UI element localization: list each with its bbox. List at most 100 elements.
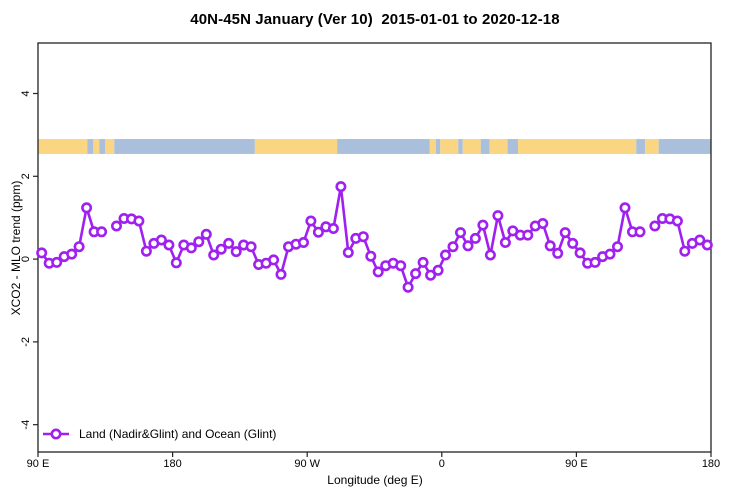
data-point (185, 242, 197, 254)
strip-segment-land (462, 139, 481, 154)
y-tick-label: -2 (20, 337, 32, 347)
data-point (484, 249, 496, 261)
data-point (537, 218, 549, 230)
strip-segment-ocean (480, 139, 490, 154)
data-point (574, 247, 586, 259)
data-point (36, 247, 48, 259)
data-point (671, 215, 683, 227)
strip-segment-land (489, 139, 508, 154)
data-point (604, 248, 616, 260)
data-point (544, 240, 556, 252)
data-point (469, 232, 481, 244)
data-point (402, 281, 414, 293)
legend-label: Land (Nadir&Glint) and Ocean (Glint) (79, 427, 277, 441)
data-point (230, 246, 242, 258)
data-point (492, 210, 504, 222)
data-point (335, 181, 347, 193)
data-point (552, 247, 564, 259)
strip-segment-land (645, 139, 659, 154)
strip-segment-ocean (99, 139, 106, 154)
strip-segment-land (254, 139, 338, 154)
data-point (96, 226, 108, 238)
strip-segment-ocean (507, 139, 519, 154)
data-point (454, 227, 466, 239)
y-tick-label: 2 (20, 173, 32, 179)
data-point (447, 241, 459, 253)
data-point (679, 245, 691, 257)
data-point (567, 237, 579, 249)
x-axis-label: Longitude (deg E) (327, 473, 423, 487)
data-point (200, 228, 212, 240)
y-tick-label: 0 (20, 256, 32, 262)
strip-segment-ocean (114, 139, 255, 154)
chart-title: 40N-45N January (Ver 10) 2015-01-01 to 2… (190, 11, 560, 28)
data-point (223, 237, 235, 249)
data-point (81, 202, 93, 214)
x-tick-label: 90 E (27, 458, 50, 470)
data-point (111, 220, 123, 232)
data-point (268, 254, 280, 266)
data-point (245, 241, 257, 253)
x-tick-label: 180 (163, 458, 181, 470)
strip-segment-land (105, 139, 115, 154)
data-point (619, 202, 631, 214)
data-point (275, 268, 287, 280)
data-point (395, 260, 407, 272)
y-axis-label: XCO2 - MLO trend (ppm) (9, 180, 23, 316)
strip-segment-land (440, 139, 459, 154)
strip-segment-ocean (87, 139, 94, 154)
data-point (163, 239, 175, 251)
data-point (297, 237, 309, 249)
y-tick-label: 4 (20, 90, 32, 96)
data-point (327, 223, 339, 235)
data-point (365, 250, 377, 262)
strip-segment-ocean (636, 139, 646, 154)
data-point (305, 215, 317, 227)
data-point (51, 256, 63, 268)
data-point (425, 269, 437, 281)
strip-segment-ocean (435, 139, 441, 154)
y-tick-label: -4 (20, 420, 32, 430)
data-point (649, 220, 661, 232)
strip-segment-land (518, 139, 637, 154)
data-point (73, 241, 85, 253)
x-tick-label: 0 (439, 458, 445, 470)
data-point (140, 245, 152, 257)
data-point (694, 234, 706, 246)
data-point (342, 247, 354, 259)
data-point (477, 219, 489, 231)
data-point (589, 256, 601, 268)
data-point (372, 266, 384, 278)
data-point (559, 227, 571, 239)
data-point (410, 268, 422, 280)
data-point (170, 257, 182, 269)
data-point (432, 264, 444, 276)
data-point (634, 226, 646, 238)
x-tick-label: 90 W (294, 458, 320, 470)
data-point (611, 241, 623, 253)
x-tick-label: 90 E (565, 458, 588, 470)
legend: Land (Nadir&Glint) and Ocean (Glint) (42, 426, 276, 442)
strip-segment-ocean (458, 139, 463, 154)
data-point (208, 249, 220, 261)
data-point (417, 256, 429, 268)
data-point (499, 237, 511, 249)
data-point (193, 236, 205, 248)
strip-segment-ocean (658, 139, 711, 154)
data-point (133, 215, 145, 227)
data-point (357, 231, 369, 243)
data-point (439, 249, 451, 261)
data-point (155, 234, 167, 246)
legend-marker-icon (43, 428, 69, 440)
data-point (312, 226, 324, 238)
strip-segment-land (93, 139, 100, 154)
x-tick-label: 180 (702, 458, 720, 470)
data-point (522, 229, 534, 241)
plot-border (37, 42, 712, 453)
data-point (462, 240, 474, 252)
strip-segment-land (429, 139, 436, 154)
strip-segment-ocean (337, 139, 430, 154)
strip-segment-land (38, 139, 88, 154)
